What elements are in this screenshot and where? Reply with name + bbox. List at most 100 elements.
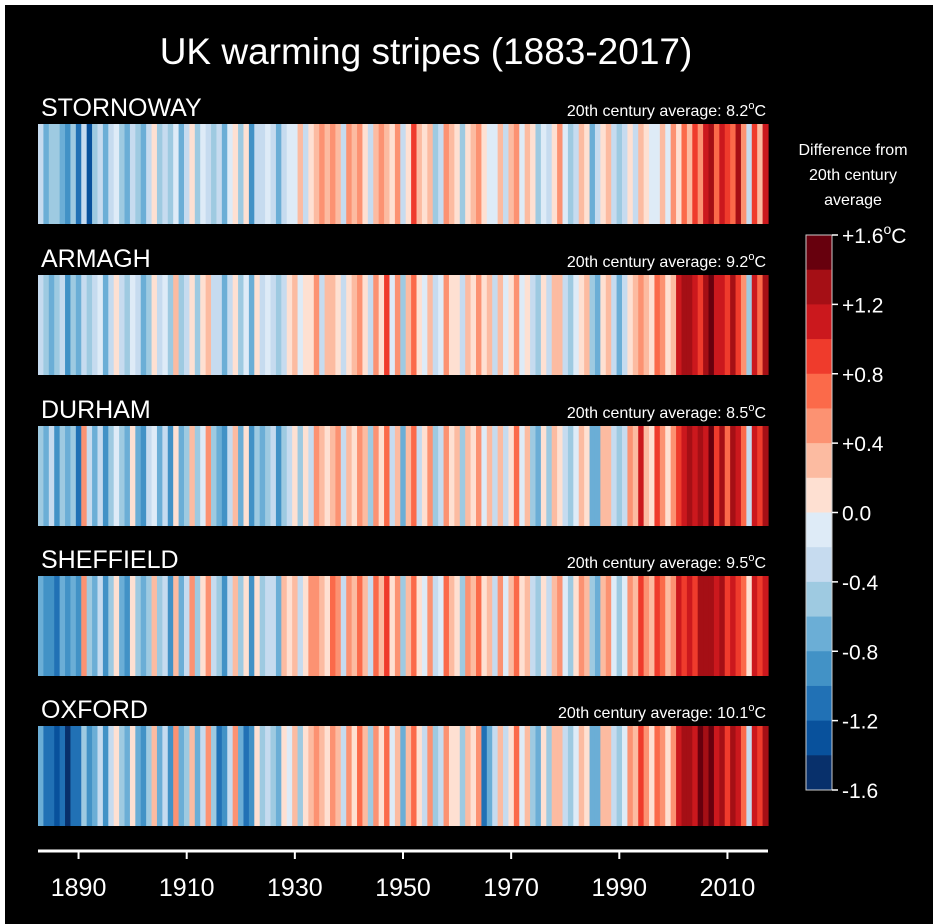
stripe-2008: [713, 124, 720, 224]
stripe-1954: [421, 426, 428, 526]
stripe-1888: [65, 426, 72, 526]
stripe-1944: [367, 275, 374, 375]
stripe-1975: [535, 426, 542, 526]
stripe-2015: [751, 576, 758, 676]
stripe-1884: [43, 124, 50, 224]
stripe-1971: [513, 726, 520, 826]
stripe-1934: [313, 275, 320, 375]
stripe-1985: [589, 576, 596, 676]
stripe-2001: [676, 124, 683, 224]
stripe-1943: [362, 726, 369, 826]
stripe-1924: [259, 426, 266, 526]
stripe-1960: [454, 576, 461, 676]
stripe-1978: [551, 124, 558, 224]
stripe-1932: [302, 426, 309, 526]
stripe-1962: [465, 275, 472, 375]
stripe-1978: [551, 726, 558, 826]
stripe-1991: [622, 275, 629, 375]
stripe-1969: [503, 275, 510, 375]
stripe-1924: [259, 124, 266, 224]
stripe-1943: [362, 576, 369, 676]
colorbar-tick-label: -1.6: [842, 780, 878, 803]
stripe-1889: [70, 124, 77, 224]
colorbar-tick-label: -0.4: [842, 572, 879, 595]
stripe-1985: [589, 275, 596, 375]
stripe-1946: [378, 275, 385, 375]
stripe-1958: [443, 726, 450, 826]
stripe-1990: [616, 726, 623, 826]
stripe-1903: [146, 576, 153, 676]
stripe-1936: [324, 124, 331, 224]
stripe-1978: [551, 426, 558, 526]
stripe-1969: [503, 426, 510, 526]
stripe-1932: [302, 576, 309, 676]
stripe-2013: [740, 726, 747, 826]
stripe-2012: [735, 426, 742, 526]
stripe-1981: [567, 726, 574, 826]
stripe-1990: [616, 124, 623, 224]
stripe-1949: [394, 124, 401, 224]
stripe-1909: [178, 275, 185, 375]
stripe-1899: [124, 275, 131, 375]
x-axis: 1890 1910 1930 1950 1970 1990 2010: [38, 849, 768, 902]
stripe-2000: [670, 124, 677, 224]
stripe-1926: [270, 426, 277, 526]
stripe-1976: [540, 275, 547, 375]
stripe-1909: [178, 726, 185, 826]
stripe-1883: [38, 426, 45, 526]
x-tick-label: 1930: [267, 874, 323, 902]
stripe-1917: [221, 726, 228, 826]
stripe-1890: [75, 576, 82, 676]
stripe-1972: [519, 426, 526, 526]
stripe-1942: [357, 124, 364, 224]
stripe-1963: [470, 275, 477, 375]
stripe-1947: [384, 726, 391, 826]
stripe-1940: [346, 275, 353, 375]
stripe-1945: [373, 726, 380, 826]
stripe-2017: [762, 124, 769, 224]
stripe-1928: [281, 726, 288, 826]
stripe-2013: [740, 275, 747, 375]
station-name: SHEFFIELD: [41, 546, 179, 574]
stripe-1890: [75, 124, 82, 224]
stripe-2013: [740, 124, 747, 224]
stripe-1923: [254, 275, 261, 375]
stripe-1994: [638, 124, 645, 224]
stripe-1904: [151, 726, 158, 826]
stripe-1904: [151, 124, 158, 224]
stripe-1933: [308, 275, 315, 375]
stripe-1993: [632, 726, 639, 826]
stripe-1956: [432, 576, 439, 676]
stripe-1953: [416, 426, 423, 526]
stripe-1944: [367, 124, 374, 224]
stripe-1929: [286, 576, 293, 676]
stripe-1968: [497, 726, 504, 826]
stripe-1925: [265, 124, 272, 224]
stripe-1895: [102, 726, 109, 826]
station-panel-oxford: OXFORD 20th century average: 10.1oC: [38, 696, 769, 826]
stripe-1997: [654, 124, 661, 224]
stripe-1976: [540, 124, 547, 224]
stripe-1917: [221, 576, 228, 676]
stripe-1952: [411, 124, 418, 224]
stripe-1884: [43, 426, 50, 526]
stripe-1899: [124, 576, 131, 676]
stripe-2014: [746, 726, 753, 826]
stripe-1995: [643, 726, 650, 826]
stripe-1911: [189, 426, 196, 526]
legend-title-line: 20th century: [809, 167, 897, 184]
stripe-1944: [367, 576, 374, 676]
stripe-1980: [562, 275, 569, 375]
stripe-2011: [730, 124, 737, 224]
stripe-1973: [524, 124, 531, 224]
stripe-1904: [151, 576, 158, 676]
stripe-1938: [335, 275, 342, 375]
stripe-1989: [611, 576, 618, 676]
stripe-1955: [427, 726, 434, 826]
stripe-1997: [654, 275, 661, 375]
stripe-1888: [65, 124, 72, 224]
stripe-2016: [757, 576, 764, 676]
stripe-2009: [719, 576, 726, 676]
colorbar-tick-label: +0.8: [842, 364, 883, 387]
stripe-1934: [313, 576, 320, 676]
